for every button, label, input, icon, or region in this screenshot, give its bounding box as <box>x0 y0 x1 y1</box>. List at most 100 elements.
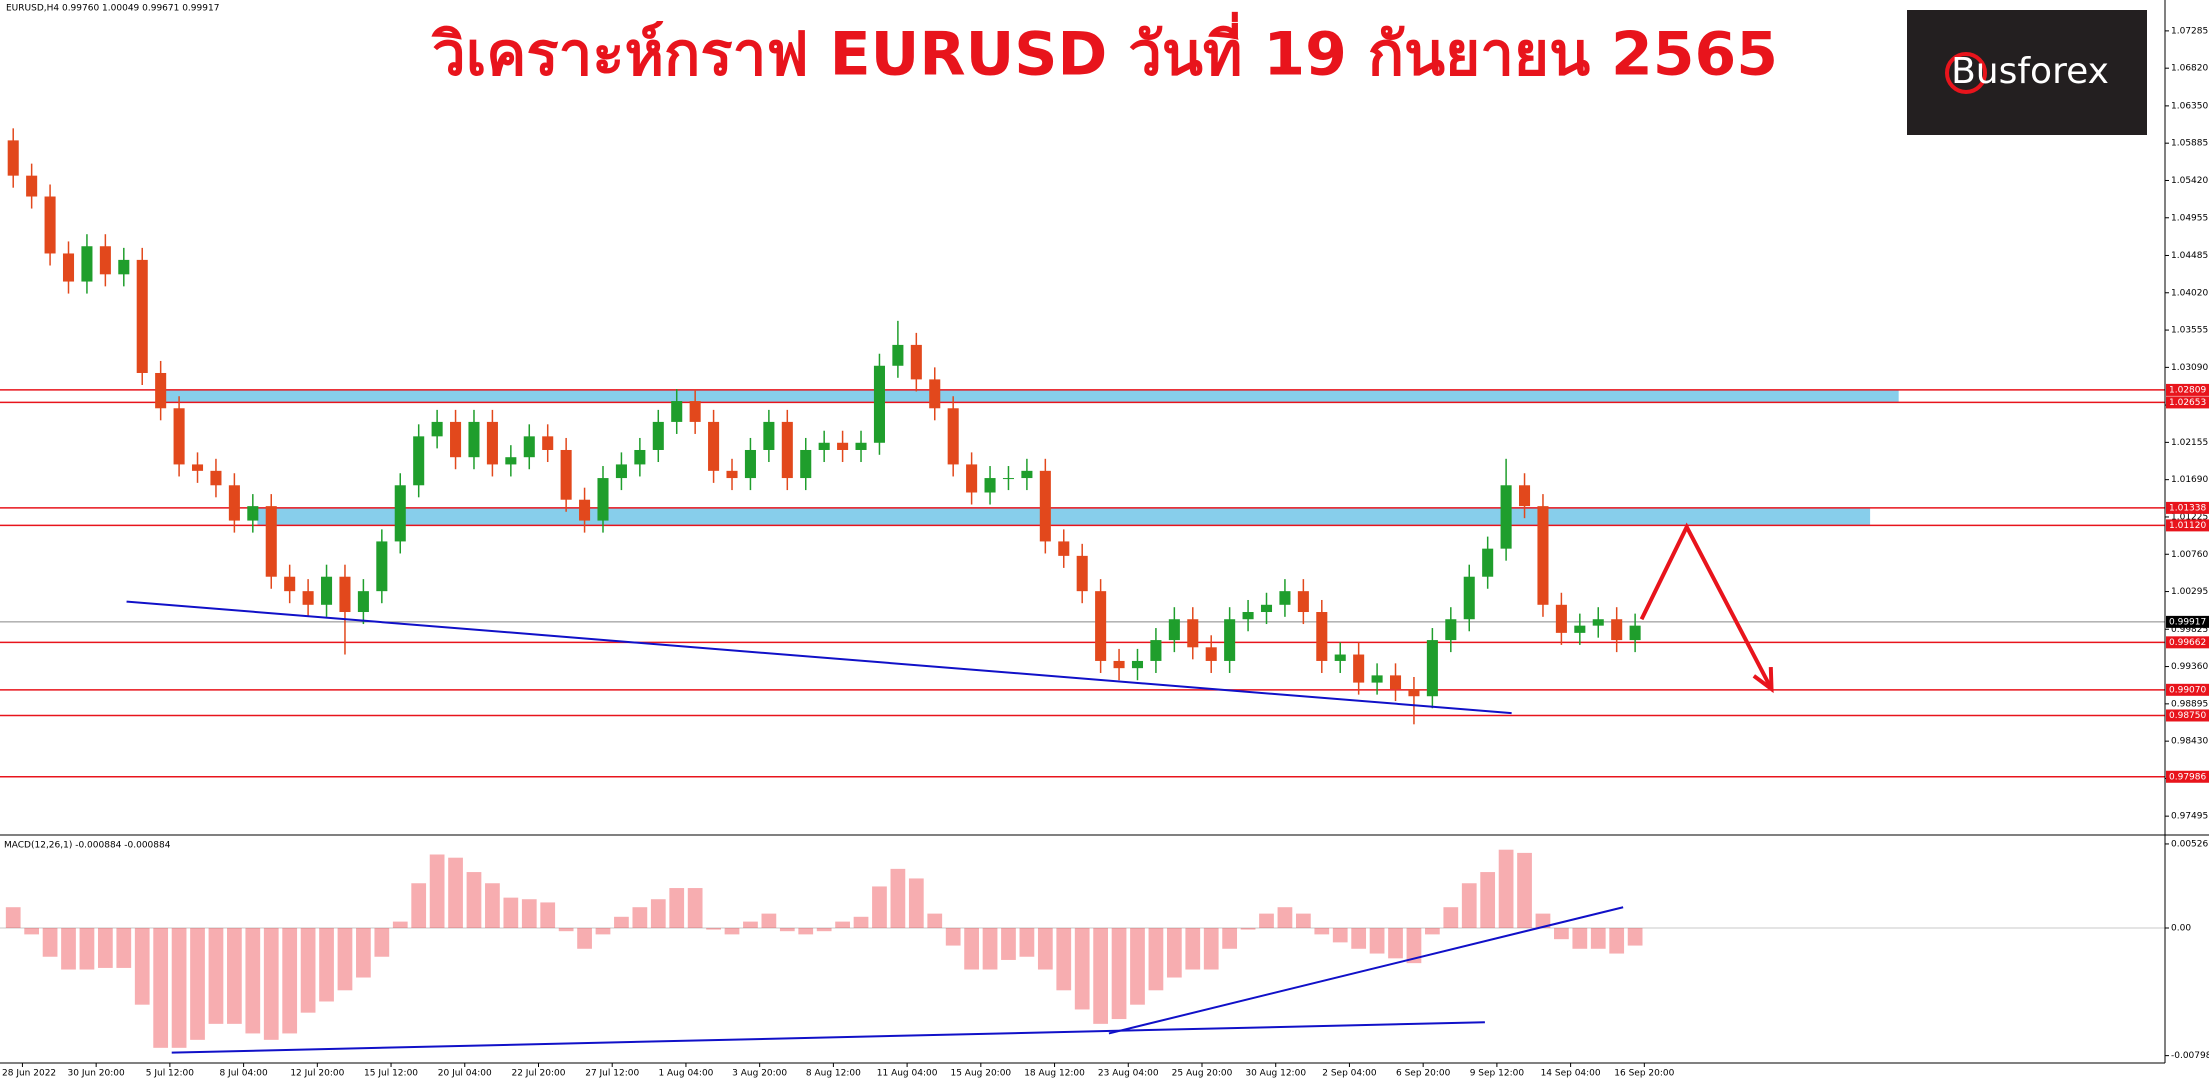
candle-body <box>873 365 885 443</box>
x-tick-label: 25 Aug 20:00 <box>1172 1069 1233 1079</box>
macd-bar <box>908 878 924 928</box>
macd-bar <box>1517 852 1532 928</box>
macd-tick-label: -0.007989 <box>2171 1051 2209 1061</box>
level-label-box <box>2166 519 2209 532</box>
candle-body <box>1150 640 1162 661</box>
macd-bar <box>263 927 279 1040</box>
macd-bar <box>1130 927 1145 1005</box>
candle-body <box>136 259 148 373</box>
logo-text: Busforex <box>1951 51 2109 92</box>
macd-bar <box>1019 927 1035 957</box>
macd-bar <box>1425 927 1440 935</box>
macd-bar <box>337 927 353 991</box>
candle-body <box>1537 506 1549 605</box>
candle-body <box>431 421 443 437</box>
candle-body <box>1519 485 1531 507</box>
macd-bar <box>964 927 979 970</box>
macd-bar <box>374 927 390 957</box>
macd-bar <box>835 921 850 928</box>
macd-bar <box>558 927 574 932</box>
macd-tick-label: 0.00526 <box>2171 839 2208 849</box>
arrow <box>1639 522 1774 690</box>
candle-body <box>486 421 498 465</box>
candle-body <box>1279 591 1291 605</box>
macd-trendline <box>1108 906 1624 1035</box>
x-tick-label: 8 Aug 12:00 <box>806 1069 861 1079</box>
macd-bar <box>356 927 371 978</box>
macd-bar <box>669 888 685 928</box>
x-tick-label: 5 Jul 12:00 <box>146 1069 195 1079</box>
y-tick-label: 1.04020 <box>2171 288 2208 298</box>
macd-bar <box>927 913 943 928</box>
level-label-box <box>2166 501 2209 514</box>
candle-body <box>1297 591 1309 613</box>
macd-bar <box>1203 927 1219 970</box>
candle-body <box>708 421 720 471</box>
macd-bar <box>282 927 298 1034</box>
candle-body <box>1260 604 1273 613</box>
candle-body <box>763 421 775 450</box>
candle-body <box>44 196 56 254</box>
y-tick-label: 1.04485 <box>2171 251 2208 261</box>
macd-bar <box>761 913 777 928</box>
y-tick-label: 1.06820 <box>2171 64 2208 74</box>
macd-bar <box>1590 927 1606 949</box>
candle-body <box>1113 660 1125 669</box>
candle-body <box>118 259 130 275</box>
macd-bar <box>24 927 40 935</box>
trendline <box>126 600 1512 715</box>
level-label: 1.02653 <box>2169 398 2206 408</box>
candle-body <box>910 344 922 380</box>
macd-bar <box>521 899 537 928</box>
candle-body <box>1205 647 1217 661</box>
macd-bar <box>540 902 556 928</box>
macd-trendline <box>171 1021 1485 1054</box>
candle-body <box>542 436 554 450</box>
y-tick-label: 1.06350 <box>2171 101 2208 111</box>
macd-bar <box>171 927 187 1048</box>
x-tick-label: 15 Aug 20:00 <box>950 1069 1011 1079</box>
y-tick-label: 1.00760 <box>2171 550 2208 560</box>
y-tick-label: 1.00295 <box>2171 587 2208 597</box>
macd-bar <box>1314 927 1330 935</box>
macd-bar <box>134 927 150 1005</box>
candle-body <box>689 401 701 422</box>
background-layer <box>0 389 2165 929</box>
macd-bar <box>1406 927 1422 964</box>
macd-bar <box>1001 927 1016 960</box>
candle-body <box>62 253 75 282</box>
candle-body <box>1187 619 1199 648</box>
x-tick-label: 8 Jul 04:00 <box>219 1069 268 1079</box>
y-tick-label: 0.98430 <box>2171 737 2208 747</box>
candle-body <box>1076 555 1088 592</box>
candle-body <box>929 379 941 409</box>
candle-body <box>1058 541 1070 556</box>
candle-body <box>1021 470 1033 479</box>
macd-bar <box>190 927 205 1040</box>
macd-bar <box>614 916 629 928</box>
macd-bar <box>1572 927 1588 949</box>
candle-body <box>1002 478 1015 480</box>
candle-body <box>302 591 314 605</box>
macd-label: MACD(12,26,1) -0.000884 -0.000884 <box>4 841 171 851</box>
candle-body <box>1592 619 1604 626</box>
macd-bar <box>1332 927 1348 943</box>
y-tick-label: 0.99825 <box>2171 625 2208 635</box>
x-tick-label: 27 Jul 12:00 <box>585 1069 639 1079</box>
candle-body <box>1353 654 1365 683</box>
candle-body <box>505 457 517 465</box>
macd-bar <box>116 927 132 968</box>
candle-body <box>321 576 333 605</box>
macd-bar <box>1295 913 1311 928</box>
y-tick-label: 1.02155 <box>2171 438 2208 448</box>
candle-body <box>1334 654 1346 661</box>
chart-title: วิเคราะห์กราฟ EURUSD วันที่ 19 กันยายน 2… <box>431 12 1778 90</box>
macd-bar <box>1259 913 1274 928</box>
y-tick-label: 1.01225 <box>2171 512 2208 522</box>
macd-bar <box>319 927 334 1002</box>
level-label-box <box>2166 396 2209 409</box>
candle-body <box>81 246 93 282</box>
candle-body <box>26 175 38 197</box>
candle-body <box>339 576 351 613</box>
